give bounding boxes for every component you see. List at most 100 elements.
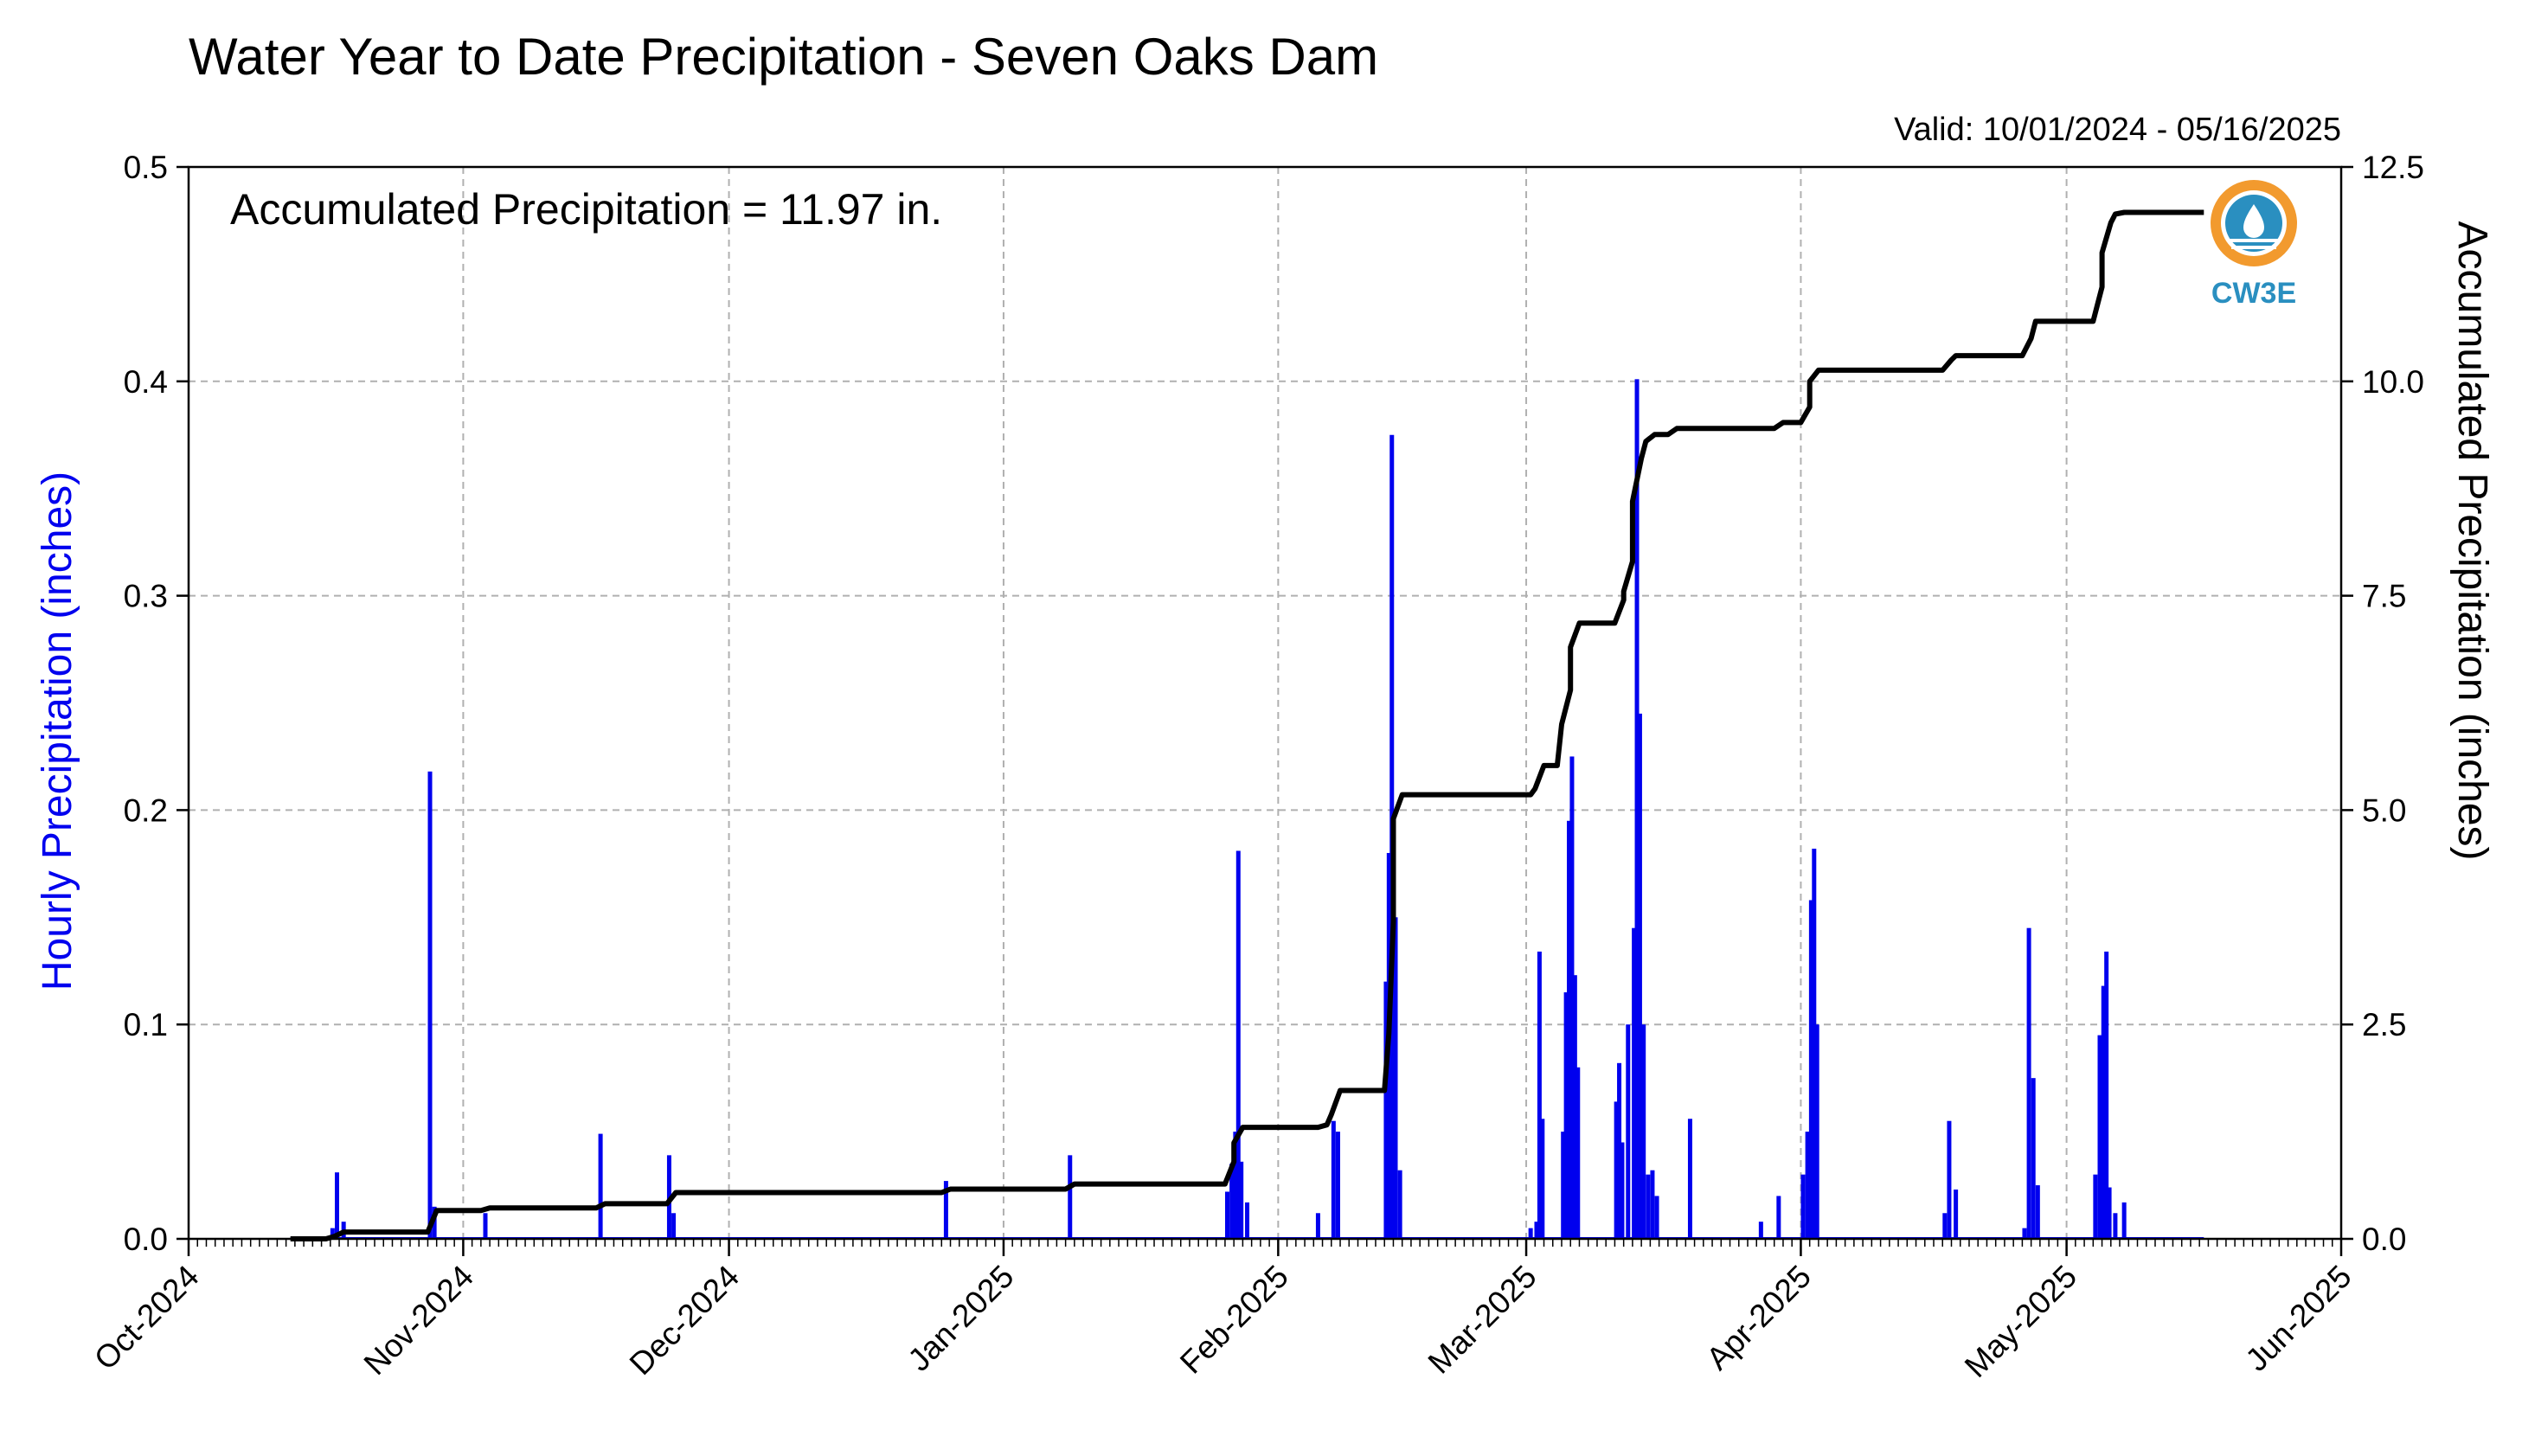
hourly-bar [1224, 1191, 1229, 1239]
tick-marks [176, 165, 2353, 1256]
hourly-bar [1814, 1024, 1819, 1239]
hourly-bar [1776, 1196, 1781, 1239]
x-tick-label: Oct-2024 [87, 1259, 206, 1377]
hourly-bar [1229, 1164, 1235, 1239]
hourly-bar [1800, 1174, 1806, 1239]
grid-lines [189, 167, 2341, 1239]
hourly-precip-bars [330, 379, 2127, 1239]
hourly-bar [1534, 1222, 1539, 1239]
hourly-bar [1567, 820, 1572, 1239]
hourly-bar [427, 771, 433, 1239]
hourly-bar [2093, 1174, 2098, 1239]
logo-wave-2 [2231, 246, 2276, 249]
y-left-tick-label: 0.5 [124, 150, 168, 185]
hourly-bar [2031, 1078, 2036, 1239]
hourly-bar [2104, 951, 2109, 1239]
x-tick-label: Jan-2025 [902, 1259, 1021, 1378]
x-tick-label: Dec-2024 [623, 1259, 746, 1382]
hourly-bar [1393, 917, 1398, 1239]
hourly-bar [1805, 1132, 1810, 1239]
y-right-tick-label: 2.5 [2362, 1007, 2406, 1042]
hourly-bar [330, 1228, 335, 1239]
y-right-tick-label: 0.0 [2362, 1222, 2406, 1257]
hourly-bar [1540, 1119, 1545, 1239]
hourly-bar [1233, 1132, 1238, 1239]
x-tick-label: Jun-2025 [2239, 1259, 2358, 1378]
hourly-bar [2026, 927, 2031, 1239]
hourly-bar [1528, 1228, 1533, 1239]
x-tick-label: May-2025 [1958, 1259, 2083, 1384]
hourly-bar [1954, 1190, 1959, 1239]
hourly-bar [2113, 1213, 2118, 1239]
hourly-bar [1641, 1024, 1646, 1239]
hourly-bar [1397, 1170, 1402, 1239]
hourly-bar [1632, 927, 1637, 1239]
accumulated-precip-line [290, 209, 2204, 1241]
hourly-bar [1634, 379, 1640, 1239]
y-left-tick-label: 0.2 [124, 792, 168, 828]
hourly-bar [671, 1213, 677, 1239]
y-axis-left-label: Hourly Precipitation (inches) [35, 471, 80, 991]
tick-labels: 0.0 0.1 0.2 0.3 0.4 0.5 0.0 2.5 5.0 7.5 10.0 12.5 Oc… [87, 150, 2424, 1384]
y-left-tick-label: 0.4 [124, 364, 168, 400]
hourly-bar [1620, 1142, 1625, 1239]
hourly-bar [1563, 992, 1569, 1239]
hourly-bar [1572, 975, 1577, 1239]
hourly-bar [1235, 850, 1241, 1239]
y-axis-right-label: Accumulated Precipitation (inches) [2449, 221, 2495, 860]
hourly-bar [1812, 849, 1817, 1239]
hourly-bar [1626, 1024, 1631, 1239]
cw3e-logo: CW3E [2211, 180, 2297, 310]
hourly-bar [1569, 756, 1575, 1239]
y-left-tick-label: 0.3 [124, 579, 168, 614]
hourly-bar [1808, 900, 1813, 1239]
hourly-bar [334, 1172, 339, 1239]
y-left-tick-label: 0.0 [124, 1222, 168, 1257]
accumulated-annotation: Accumulated Precipitation = 11.97 in. [230, 185, 942, 234]
hourly-bar [1614, 1101, 1619, 1239]
logo-wave-1 [2228, 239, 2280, 242]
hourly-bar [1575, 1067, 1581, 1239]
hourly-bar [1654, 1196, 1659, 1239]
y-right-tick-label: 7.5 [2362, 579, 2406, 614]
y-right-tick-label: 5.0 [2362, 792, 2406, 828]
y-right-tick-label: 12.5 [2362, 150, 2424, 185]
logo-text: CW3E [2211, 277, 2296, 310]
y-left-tick-label: 0.1 [124, 1007, 168, 1042]
accumulated-precip-line-group [290, 209, 2204, 1241]
hourly-bar [1687, 1119, 1692, 1239]
hourly-bar [2035, 1185, 2040, 1239]
x-tick-label: Feb-2025 [1173, 1259, 1295, 1381]
hourly-bar [1758, 1222, 1763, 1239]
hourly-bar [2121, 1202, 2127, 1239]
logo-drop-icon [2243, 204, 2264, 238]
hourly-bar [1068, 1155, 1073, 1239]
hourly-bar [943, 1181, 948, 1239]
hourly-bar [432, 1206, 437, 1239]
hourly-bar [1561, 1132, 1566, 1239]
x-tick-label: Nov-2024 [357, 1259, 480, 1382]
hourly-bar [1617, 1062, 1622, 1239]
hourly-bar [1335, 1132, 1340, 1239]
hourly-bar [483, 1213, 488, 1239]
y-right-tick-label: 10.0 [2362, 364, 2424, 400]
hourly-bar [1947, 1120, 1952, 1239]
hourly-bar [1245, 1202, 1250, 1239]
hourly-bar [598, 1133, 603, 1239]
chart-title: Water Year to Date Precipitation - Seven… [189, 28, 1378, 86]
hourly-bar [2101, 985, 2106, 1239]
axes [187, 165, 2343, 1241]
x-tick-label: Apr-2025 [1699, 1259, 1818, 1377]
hourly-bar [1942, 1213, 1948, 1239]
hourly-bar [1637, 713, 1642, 1239]
x-tick-label: Mar-2025 [1421, 1259, 1543, 1381]
hourly-bar [1331, 1120, 1336, 1239]
hourly-bar [1646, 1174, 1651, 1239]
hourly-bar [2022, 1228, 2027, 1239]
chart-subtitle: Valid: 10/01/2024 - 05/16/2025 [1894, 112, 2341, 148]
hourly-bar [2097, 1035, 2102, 1239]
hourly-bar [1537, 951, 1542, 1239]
hourly-bar [1650, 1170, 1655, 1239]
